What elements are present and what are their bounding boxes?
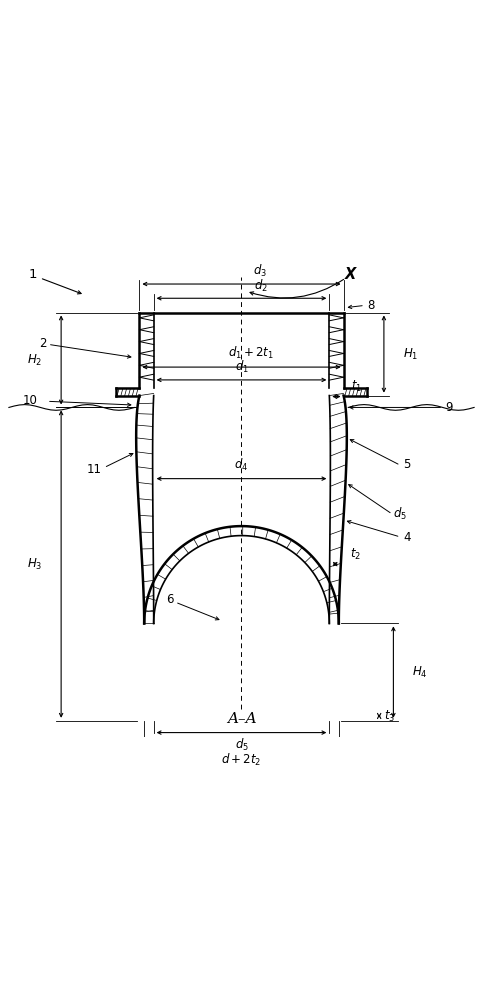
Text: $d_5$: $d_5$ bbox=[235, 737, 248, 753]
Text: $H_1$: $H_1$ bbox=[403, 346, 418, 362]
Text: 6: 6 bbox=[167, 593, 174, 606]
Text: 1: 1 bbox=[28, 268, 37, 281]
Text: $t_3$: $t_3$ bbox=[384, 708, 395, 724]
Text: $t_1$: $t_1$ bbox=[351, 379, 362, 394]
Text: $d +2t_2$: $d +2t_2$ bbox=[221, 752, 262, 768]
Text: $d_5$: $d_5$ bbox=[393, 506, 407, 522]
Text: $H_2$: $H_2$ bbox=[27, 352, 42, 368]
Text: 5: 5 bbox=[403, 458, 410, 471]
Text: 10: 10 bbox=[23, 394, 37, 407]
Text: 4: 4 bbox=[403, 531, 411, 544]
Text: $d_2$: $d_2$ bbox=[254, 277, 268, 294]
Text: 9: 9 bbox=[446, 401, 453, 414]
Text: $d_3$: $d_3$ bbox=[254, 263, 268, 279]
Text: 8: 8 bbox=[367, 299, 375, 312]
Text: $H_4$: $H_4$ bbox=[412, 665, 428, 680]
Text: $d_1+2t_1$: $d_1+2t_1$ bbox=[228, 345, 274, 361]
Text: A–A: A–A bbox=[227, 712, 256, 726]
Text: $H_3$: $H_3$ bbox=[27, 557, 42, 572]
Text: $t_2$: $t_2$ bbox=[350, 547, 361, 562]
Text: $d_4$: $d_4$ bbox=[234, 457, 249, 473]
Text: $d_1$: $d_1$ bbox=[235, 359, 248, 375]
Text: 2: 2 bbox=[40, 337, 47, 350]
Text: X: X bbox=[345, 267, 356, 282]
Text: 11: 11 bbox=[87, 463, 102, 476]
